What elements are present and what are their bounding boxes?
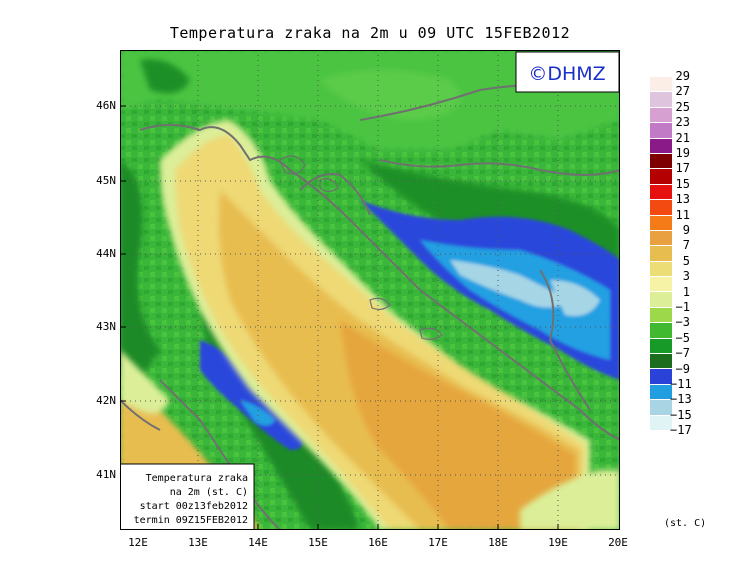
lon-label-18e: 18E [488, 536, 508, 549]
legend-swatch [650, 338, 672, 355]
legend-swatch [650, 184, 672, 201]
lat-label-43n: 43N [96, 320, 116, 333]
lon-label-19e: 19E [548, 536, 568, 549]
lon-label-20e: 20E [608, 536, 628, 549]
legend-label: 19 [675, 146, 690, 160]
lat-label-45n: 45N [96, 174, 116, 187]
lat-label-44n: 44N [96, 247, 116, 260]
lon-label-15e: 15E [308, 536, 328, 549]
islands [279, 155, 443, 341]
info-box: Temperatura zraka na 2m (st. C) start 00… [120, 463, 255, 530]
cold-region-east [360, 200, 620, 380]
legend-label: 13 [675, 192, 690, 207]
legend-label: 17 [675, 161, 690, 176]
legend-label: 1 [682, 284, 690, 299]
legend-label: 3 [682, 269, 690, 284]
legend-swatch [650, 215, 672, 231]
lon-label-17e: 17E [428, 536, 448, 549]
legend-swatch [650, 107, 672, 124]
legend-units: (st. C) [664, 518, 707, 529]
legend-label: 9 [682, 223, 690, 237]
legend-swatch [650, 400, 672, 416]
dhmz-logo: ©DHMZ [515, 51, 620, 93]
legend-label: −3 [675, 315, 690, 330]
graticule [120, 50, 620, 530]
legend-label: −13 [670, 392, 692, 407]
legend-label: −15 [670, 407, 692, 422]
legend-swatch [650, 123, 672, 139]
legend-swatch [650, 415, 672, 431]
info-line-3: start 00z13feb2012 [140, 501, 248, 512]
legend-swatch [650, 277, 672, 293]
temperature-map: ©DHMZ Temperatura zraka na 2m (st. C) st… [120, 50, 620, 530]
legend-label: 29 [675, 69, 690, 83]
lat-label-42n: 42N [96, 394, 116, 407]
legend-swatch [650, 169, 672, 185]
legend-label: −17 [670, 423, 692, 438]
legend-label: 15 [675, 176, 690, 191]
color-legend [650, 77, 672, 431]
lon-label-16e: 16E [368, 536, 388, 549]
legend-swatch [650, 77, 672, 93]
legend-label: −5 [675, 330, 690, 345]
legend-label: 5 [682, 253, 690, 268]
lat-label-46n: 46N [96, 99, 116, 112]
map-frame [120, 50, 620, 530]
legend-swatch [650, 307, 672, 324]
legend-swatch [650, 261, 672, 278]
info-line-2: na 2m (st. C) [170, 487, 248, 498]
adriatic-sea-field [160, 120, 590, 530]
legend-swatch [650, 153, 672, 170]
legend-label: −7 [675, 346, 690, 361]
lat-label-41n: 41N [96, 468, 116, 481]
legend-label: 21 [675, 130, 690, 145]
legend-swatch [650, 230, 672, 247]
map-title: Temperatura zraka na 2m u 09 UTC 15FEB20… [169, 24, 571, 42]
legend-swatch [650, 200, 672, 216]
legend-swatch [650, 292, 672, 308]
northern-mild-zone [120, 50, 620, 150]
legend-swatch [650, 354, 672, 370]
legend-swatch [650, 246, 672, 262]
legend-swatch [650, 323, 672, 339]
legend-swatch [650, 384, 672, 401]
lon-label-14e: 14E [248, 536, 268, 549]
legend-swatch [650, 369, 672, 385]
legend-label: −9 [675, 361, 690, 376]
legend-label: 23 [675, 115, 690, 130]
legend-swatch [650, 138, 672, 154]
legend-label: 27 [675, 84, 690, 99]
legend-label: 7 [682, 238, 690, 253]
legend-label: −1 [675, 300, 690, 314]
lon-label-12e: 12E [128, 536, 148, 549]
info-line-4: termin 09Z15FEB2012 [134, 515, 248, 526]
lon-label-13e: 13E [188, 536, 208, 549]
svg-text:©DHMZ: ©DHMZ [528, 63, 605, 85]
legend-swatch [650, 92, 672, 108]
info-line-1: Temperatura zraka [146, 473, 248, 484]
legend-label: 25 [675, 99, 690, 114]
cold-region-west [200, 340, 304, 450]
legend-label: 11 [675, 207, 690, 222]
legend-label: −11 [670, 377, 692, 391]
